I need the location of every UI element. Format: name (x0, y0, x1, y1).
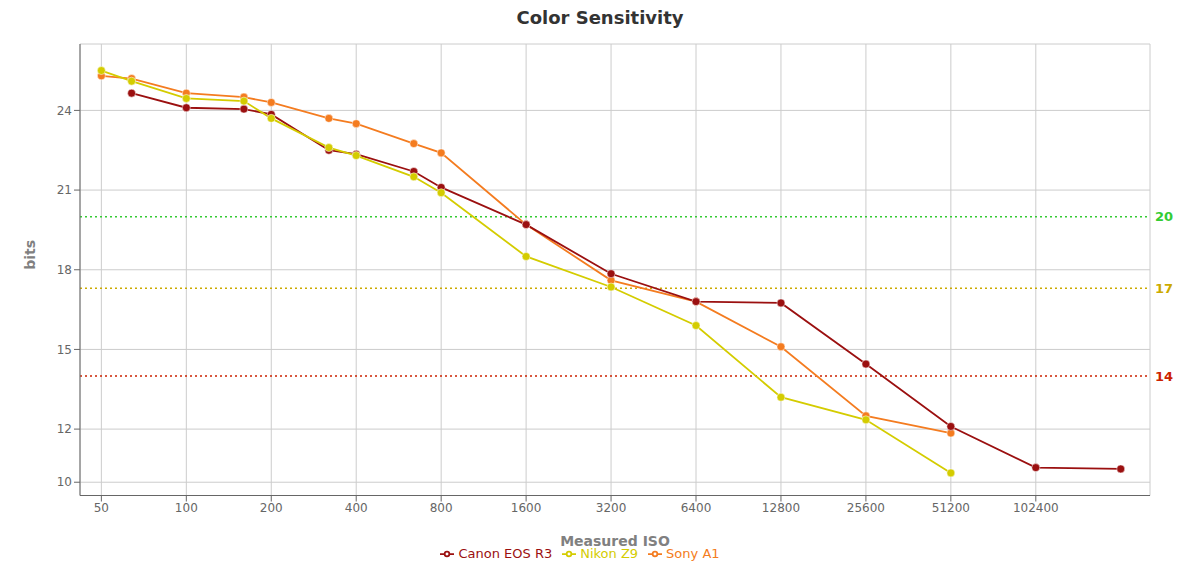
svg-text:400: 400 (345, 501, 368, 515)
svg-text:50: 50 (94, 501, 109, 515)
svg-text:200: 200 (260, 501, 283, 515)
svg-text:800: 800 (430, 501, 453, 515)
svg-text:12: 12 (57, 422, 72, 436)
svg-text:15: 15 (57, 343, 72, 357)
svg-text:1600: 1600 (511, 501, 542, 515)
svg-text:100: 100 (175, 501, 198, 515)
svg-text:51200: 51200 (932, 501, 970, 515)
svg-text:Measured ISO: Measured ISO (560, 533, 670, 549)
svg-text:bits: bits (22, 240, 38, 270)
svg-text:20: 20 (1155, 209, 1173, 224)
svg-text:17: 17 (1155, 281, 1173, 296)
svg-text:6400: 6400 (681, 501, 712, 515)
svg-text:25600: 25600 (847, 501, 885, 515)
svg-text:18: 18 (57, 263, 72, 277)
svg-text:24: 24 (57, 104, 72, 118)
svg-text:102400: 102400 (1013, 501, 1059, 515)
svg-text:3200: 3200 (596, 501, 627, 515)
svg-text:10: 10 (57, 475, 72, 489)
svg-text:21: 21 (57, 183, 72, 197)
svg-text:12800: 12800 (762, 501, 800, 515)
html-text:Canon EOS R3: Canon EOS R3 (458, 545, 553, 561)
svg-text:14: 14 (1155, 369, 1173, 384)
html-text:Sony A1: Sony A1 (666, 545, 720, 561)
html-text:Color Sensitivity: Color Sensitivity (516, 7, 684, 28)
html-text:Nikon Z9: Nikon Z9 (580, 545, 639, 561)
